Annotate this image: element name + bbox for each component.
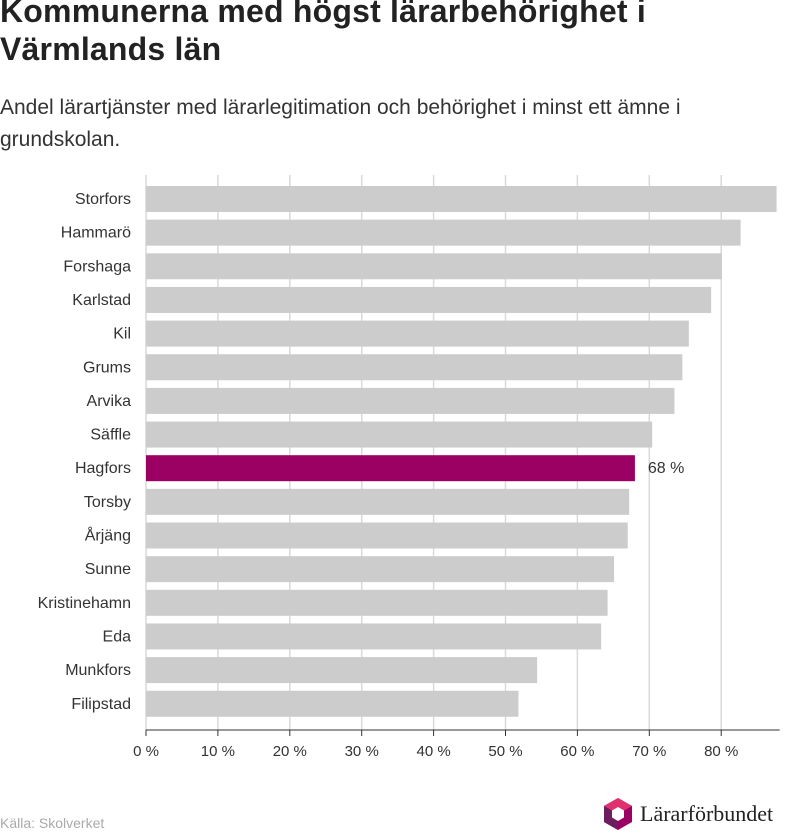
category-label: Hammarö [61,225,131,242]
category-labels: Storfors Hammarö Forshaga Karlstad Kil Grums A… [38,191,131,713]
category-label: Karlstad [72,292,131,309]
category-label: Filipstad [71,696,131,713]
chart-subtitle: Andel lärartjänster med lärarlegitimatio… [0,96,681,151]
bar-kristinehamn [146,589,608,616]
category-label: Munkfors [65,662,131,679]
x-tick-label: 0 % [133,743,159,760]
category-label: Eda [103,628,132,645]
x-tick-label: 10 % [201,743,235,760]
category-label: Forshaga [63,258,131,275]
bar-munkfors [146,657,538,684]
category-label: Storfors [75,191,131,208]
bar-årjäng [146,522,628,549]
bar-chart: Storfors Hammarö Forshaga Karlstad Kil Grums A… [38,175,780,760]
bar-sunne [146,556,615,583]
x-tick-label: 60 % [560,743,594,760]
bar-kil [146,320,689,347]
x-axis: 0 % 10 % 20 % 30 % 40 % 50 % 60 % 70 % 80 % [133,729,780,760]
category-label: Arvika [87,393,132,410]
x-tick-label: 70 % [632,743,666,760]
category-label: Kil [113,326,131,343]
category-label: Torsby [84,494,131,511]
brand: Lärarförbundet [602,797,773,831]
x-tick-label: 80 % [704,743,738,760]
bar-forshaga [146,253,722,280]
category-label: Årjäng [85,526,131,545]
bars [146,186,777,717]
category-label: Kristinehamn [38,595,131,612]
category-label: Hagfors [75,460,131,477]
data-label: 68 % [648,460,684,477]
category-label: Säffle [90,427,131,444]
bar-storfors [146,186,777,212]
category-label: Grums [83,359,131,376]
x-tick-label: 40 % [416,743,450,760]
bar-hammarö [146,219,741,246]
brand-name: Lärarförbundet [640,801,774,826]
bar-hagfors [146,455,635,482]
bar-karlstad [146,286,712,313]
x-tick-label: 50 % [488,743,522,760]
source-note: Källa: Skolverket [0,815,105,831]
bar-filipstad [146,690,519,717]
bar-eda [146,623,602,650]
bar-torsby [146,488,630,515]
chart-title: Kommunerna med högst lärarbehörighet i V… [0,0,646,67]
x-tick-label: 20 % [273,743,307,760]
hexagon-logo-icon [604,798,632,830]
x-tick-label: 30 % [345,743,379,760]
bar-grums [146,354,683,381]
bar-arvika [146,387,675,414]
data-labels: 68 % [648,460,684,477]
bar-säffle [146,421,653,448]
category-label: Sunne [85,561,131,578]
